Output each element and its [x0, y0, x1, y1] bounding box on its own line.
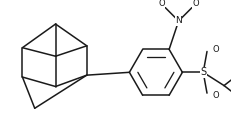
Text: O: O — [212, 91, 219, 100]
Text: N: N — [175, 17, 182, 25]
Text: S: S — [200, 67, 206, 77]
Text: O: O — [212, 45, 219, 54]
Text: O: O — [158, 0, 165, 8]
Text: O: O — [192, 0, 199, 8]
